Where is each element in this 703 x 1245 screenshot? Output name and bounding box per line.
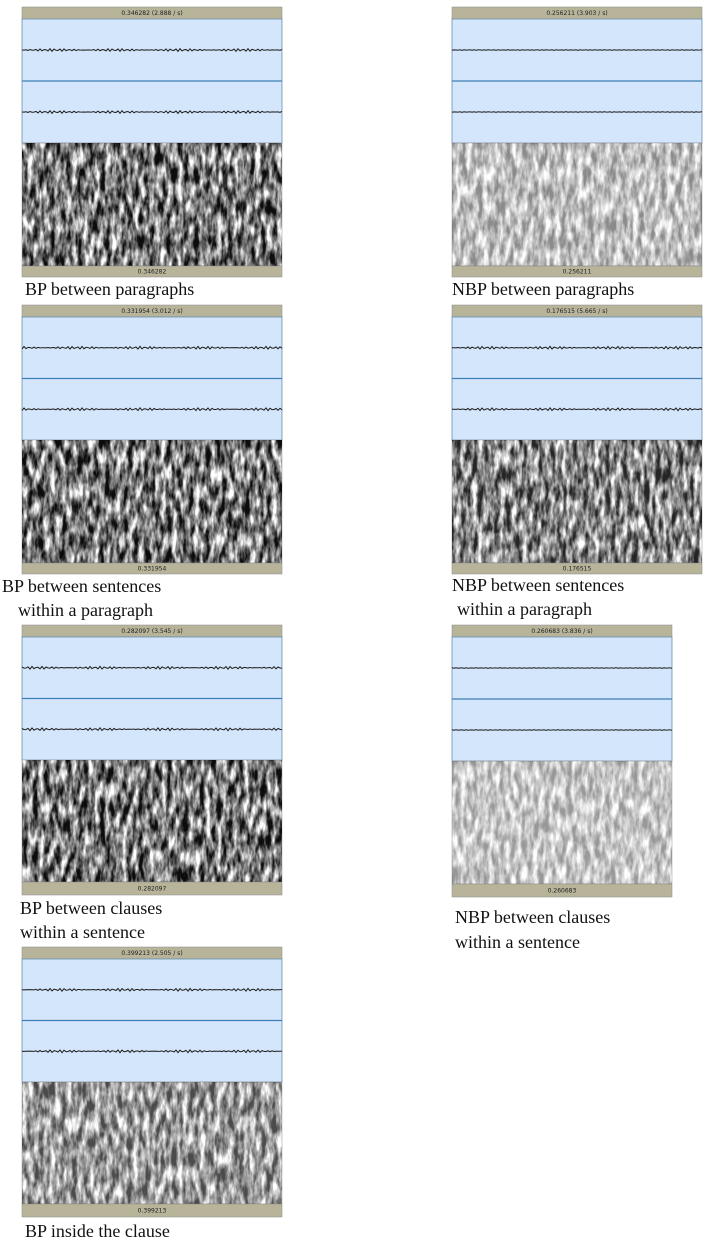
caption: NBP between clauses: [455, 907, 610, 927]
top-label: 0.176515 (5.665 / s): [546, 308, 607, 315]
spectrogram: [22, 143, 282, 266]
waveform: [452, 112, 702, 113]
spectrogram: [22, 440, 282, 563]
caption: within a paragraph: [457, 599, 592, 619]
caption: BP inside the clause: [25, 1221, 170, 1241]
caption: within a paragraph: [18, 600, 153, 620]
waveform: [452, 50, 702, 51]
bottom-label: 0.256211: [563, 269, 592, 276]
bottom-label: 0.399213: [138, 1208, 167, 1215]
bottom-label: 0.176515: [563, 566, 592, 573]
page: {"figure": {"panels": [ {"top_label": "0…: [0, 0, 703, 1245]
bottom-label: 0.260683: [548, 888, 577, 895]
praat-panel: 0.346282 (2.888 / s) 0.346282 BP between p…: [22, 7, 282, 299]
bottom-label: 0.282097: [138, 886, 167, 893]
spectrogram: [452, 440, 702, 563]
top-label: 0.260683 (3.836 / s): [531, 628, 592, 635]
top-label: 0.256211 (3.903 / s): [546, 10, 607, 17]
waveform: [452, 668, 672, 669]
top-label: 0.399213 (2.505 / s): [121, 950, 182, 957]
bottom-label: 0.331954: [138, 566, 167, 573]
caption: within a sentence: [455, 932, 580, 952]
spectrogram: [452, 761, 672, 884]
top-label: 0.331954 (3.012 / s): [121, 308, 182, 315]
top-label: 0.282097 (3.545 / s): [121, 628, 182, 635]
spectrogram: [22, 760, 282, 882]
spectrogram: [22, 1082, 282, 1204]
top-label: 0.346282 (2.888 / s): [121, 10, 182, 17]
praat-panel: 0.282097 (3.545 / s) 0.282097 BP between c…: [20, 625, 282, 942]
caption: NBP between sentences: [452, 575, 624, 595]
caption: NBP between paragraphs: [452, 279, 634, 299]
praat-panel: 0.256211 (3.903 / s) 0.256211 NBP between …: [452, 7, 702, 299]
figure: 0.346282 (2.888 / s) 0.346282 BP between p…: [0, 0, 703, 1245]
caption: BP between clauses: [20, 898, 162, 918]
caption: within a sentence: [20, 922, 145, 942]
waveform: [452, 730, 672, 731]
caption: BP between paragraphs: [25, 279, 194, 299]
bottom-label: 0.346282: [138, 269, 167, 276]
praat-panel: 0.331954 (3.012 / s) 0.331954 BP between s…: [2, 305, 282, 620]
caption: BP between sentences: [2, 576, 161, 596]
praat-panel: 0.399213 (2.505 / s) 0.399213 BP inside th…: [22, 947, 282, 1241]
praat-panel: 0.260683 (3.836 / s) 0.260683 NBP between …: [452, 625, 672, 952]
spectrogram: [452, 143, 702, 266]
praat-panel: 0.176515 (5.665 / s) 0.176515 NBP between …: [452, 305, 702, 619]
